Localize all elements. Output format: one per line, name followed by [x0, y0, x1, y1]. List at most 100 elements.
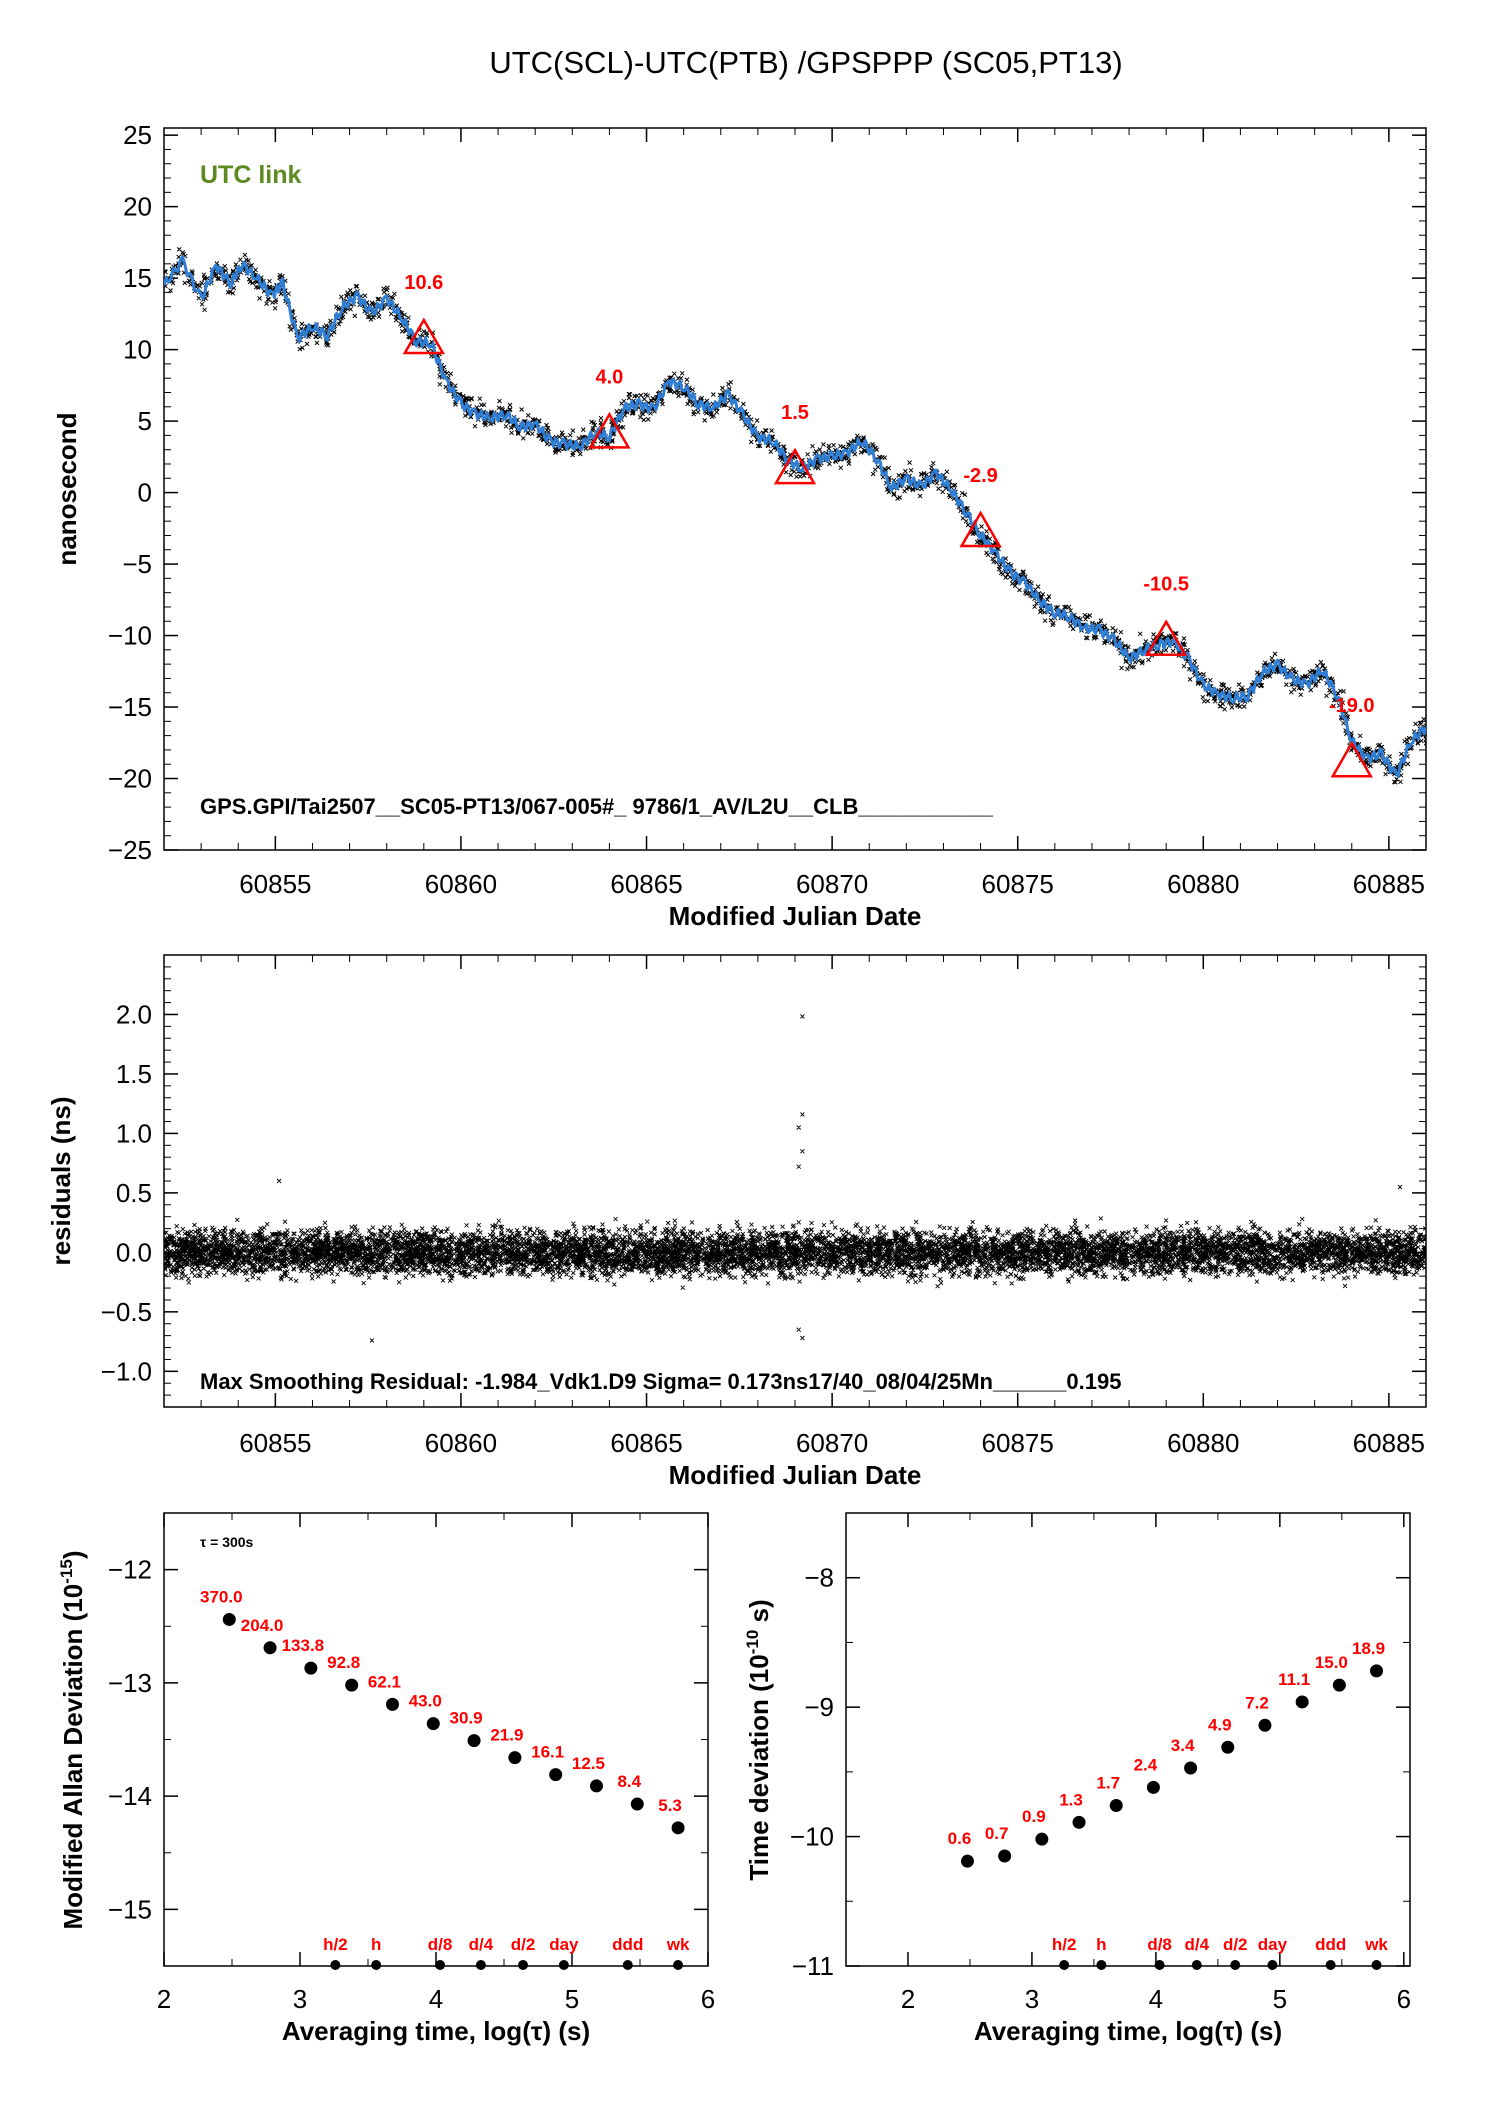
- marker-value-label: 10.6: [404, 272, 443, 294]
- mdev-point-label: 62.1: [368, 1672, 401, 1691]
- mdev-interval-dot: [435, 1960, 446, 1970]
- mdev-interval-label: d/4: [469, 1935, 494, 1954]
- mdev-interval-label: day: [549, 1935, 579, 1954]
- marker-value-label: -10.5: [1143, 574, 1189, 596]
- res-xtick-label: 60885: [1353, 1428, 1425, 1458]
- ts-ytick-label: 10: [123, 335, 152, 365]
- tdev-point: [1295, 1695, 1309, 1709]
- ts-xtick-label: 60855: [239, 869, 311, 899]
- mdev-point: [467, 1734, 481, 1748]
- res-ytick-label: 1.0: [116, 1118, 152, 1148]
- mdev-point-label: 16.1: [531, 1743, 564, 1762]
- time-series-xlabel: Modified Julian Date: [669, 901, 922, 931]
- mdev-frame: [163, 1512, 709, 1967]
- mdev-point: [508, 1751, 522, 1765]
- tdev-interval-dot: [1059, 1960, 1070, 1970]
- marker-triangle: [773, 447, 817, 485]
- ts-ytick-label: 0: [138, 478, 152, 508]
- mdev-xlabel: Averaging time, log(τ) (s): [282, 2016, 590, 2046]
- ts-ytick-label: 25: [123, 120, 152, 150]
- res-xtick-label: 60865: [610, 1428, 682, 1458]
- tdev-point-label: 3.4: [1171, 1736, 1195, 1755]
- residual-info-footer: Max Smoothing Residual: -1.984_Vdk1.D9 S…: [200, 1369, 1121, 1394]
- tdev-ylabel-exp: -10: [743, 1630, 762, 1655]
- mdev-point-label: 43.0: [409, 1692, 442, 1711]
- ts-xtick-label: 60870: [796, 869, 868, 899]
- mdev-xtick-label: 3: [293, 1984, 307, 2014]
- mdev-point-label: 370.0: [200, 1587, 243, 1606]
- mdev-point: [589, 1779, 603, 1793]
- tdev-interval-dot: [1191, 1960, 1202, 1970]
- tdev-interval-dot: [1325, 1960, 1336, 1970]
- tdev-interval-label: day: [1258, 1935, 1288, 1954]
- marker-value-label: 4.0: [596, 366, 624, 388]
- tdev-interval-label: h: [1096, 1935, 1106, 1954]
- tdev-interval-label: h/2: [1052, 1935, 1077, 1954]
- mdev-point: [630, 1797, 644, 1811]
- mdev-interval-dot: [518, 1960, 529, 1970]
- mdev-point-label: 204.0: [241, 1616, 284, 1635]
- mdev-ylabel-exp: -15: [57, 1559, 76, 1584]
- mdev-xtick-label: 4: [429, 1984, 443, 2014]
- res-ytick-label: −1.0: [101, 1356, 152, 1386]
- mdev-ylabel-end: ): [58, 1551, 88, 1560]
- tdev-point: [1370, 1664, 1384, 1678]
- tdev-point: [960, 1854, 974, 1868]
- marker-value-label: -2.9: [963, 465, 997, 487]
- tdev-xtick-label: 2: [901, 1984, 915, 2014]
- ts-ytick-label: −20: [108, 764, 152, 794]
- mdev-point-label: 30.9: [450, 1709, 483, 1728]
- mdev-xtick-label: 6: [701, 1984, 715, 2014]
- ts-xtick-label: 60885: [1353, 869, 1425, 899]
- utc-link-label: UTC link: [200, 161, 301, 189]
- tdev-panel: Averaging time, log(τ) (s) Time deviatio…: [743, 1512, 1411, 2046]
- tdev-point: [1332, 1678, 1346, 1692]
- tdev-interval-dot: [1267, 1960, 1278, 1970]
- tdev-point-label: 18.9: [1352, 1639, 1385, 1658]
- tdev-point: [1184, 1761, 1198, 1775]
- mdev-point-label: 21.9: [490, 1726, 523, 1745]
- tdev-point: [1072, 1815, 1086, 1829]
- mdev-interval-label: wk: [666, 1935, 690, 1954]
- ts-xtick-label: 60865: [610, 869, 682, 899]
- mdev-ytick-label: −15: [108, 1894, 152, 1924]
- res-xtick-label: 60875: [982, 1428, 1054, 1458]
- mdev-point-label: 12.5: [572, 1754, 605, 1773]
- res-ytick-label: −0.5: [101, 1297, 152, 1327]
- res-xtick-label: 60855: [239, 1428, 311, 1458]
- mdev-interval-label: d/2: [511, 1935, 536, 1954]
- marker-value-label: -19.0: [1329, 695, 1375, 717]
- tdev-point: [1221, 1740, 1235, 1754]
- mdev-point: [426, 1717, 440, 1731]
- tdev-xtick-label: 4: [1149, 1984, 1163, 2014]
- tdev-point-label: 2.4: [1134, 1755, 1158, 1774]
- tdev-xtick-label: 6: [1397, 1984, 1411, 2014]
- mdev-point: [263, 1641, 277, 1655]
- mdev-point: [222, 1612, 236, 1626]
- tdev-interval-dot: [1371, 1960, 1382, 1970]
- ts-xtick-label: 60860: [425, 869, 497, 899]
- tdev-interval-dot: [1230, 1960, 1241, 1970]
- mdev-point-label: 8.4: [617, 1772, 641, 1791]
- tdev-point-label: 1.3: [1059, 1790, 1083, 1809]
- res-ytick-label: 0.0: [116, 1237, 152, 1267]
- tdev-ytick-label: −8: [804, 1563, 834, 1593]
- ts-ytick-label: 15: [123, 263, 152, 293]
- mdev-point: [345, 1678, 359, 1692]
- ts-xtick-label: 60880: [1167, 869, 1239, 899]
- mdev-point-label: 5.3: [658, 1796, 682, 1815]
- mdev-ylabel-main: Modified Allan Deviation (10: [58, 1584, 88, 1930]
- mdev-interval-label: h/2: [323, 1935, 348, 1954]
- ts-ytick-label: 20: [123, 192, 152, 222]
- tdev-xtick-label: 3: [1025, 1984, 1039, 2014]
- mdev-interval-dot: [475, 1960, 486, 1970]
- marker-value-label: 1.5: [781, 402, 809, 424]
- tdev-ytick-label: −10: [790, 1822, 834, 1852]
- residual-points: [164, 1014, 1426, 1343]
- res-ytick-label: 2.0: [116, 999, 152, 1029]
- tdev-ylabel: Time deviation (10-10 s): [743, 1599, 774, 1880]
- mdev-interval-label: ddd: [612, 1935, 643, 1954]
- page-title: UTC(SCL)-UTC(PTB) /GPSPPP (SC05,PT13): [489, 45, 1122, 80]
- tdev-interval-label: d/8: [1147, 1935, 1172, 1954]
- mdev-point: [385, 1697, 399, 1711]
